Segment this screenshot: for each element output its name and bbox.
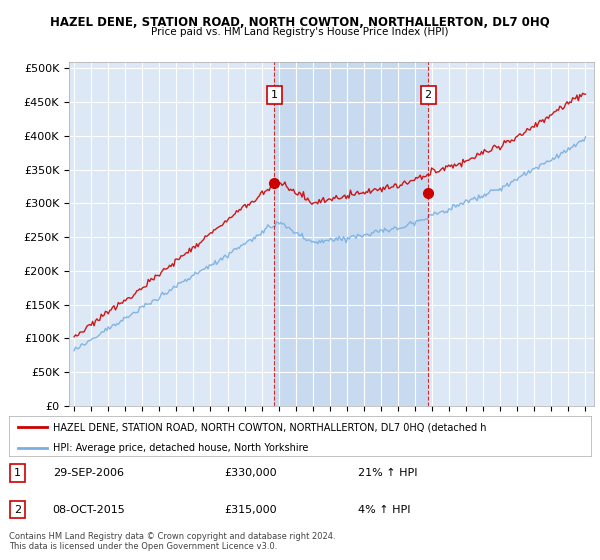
Text: HAZEL DENE, STATION ROAD, NORTH COWTON, NORTHALLERTON, DL7 0HQ (detached h: HAZEL DENE, STATION ROAD, NORTH COWTON, … [53,422,486,432]
Text: 2: 2 [425,90,432,100]
Text: 29-SEP-2006: 29-SEP-2006 [53,468,124,478]
Text: 2: 2 [14,505,21,515]
Text: £315,000: £315,000 [224,505,277,515]
Bar [274,62,428,406]
Text: 4% ↑ HPI: 4% ↑ HPI [358,505,410,515]
Text: 21% ↑ HPI: 21% ↑ HPI [358,468,418,478]
Text: Contains HM Land Registry data © Crown copyright and database right 2024.
This d: Contains HM Land Registry data © Crown c… [9,532,335,552]
Text: 1: 1 [271,90,278,100]
Text: HPI: Average price, detached house, North Yorkshire: HPI: Average price, detached house, Nort… [53,442,308,452]
Text: 08-OCT-2015: 08-OCT-2015 [53,505,125,515]
Text: 1: 1 [14,468,21,478]
Text: £330,000: £330,000 [224,468,277,478]
Text: HAZEL DENE, STATION ROAD, NORTH COWTON, NORTHALLERTON, DL7 0HQ: HAZEL DENE, STATION ROAD, NORTH COWTON, … [50,16,550,29]
Text: Price paid vs. HM Land Registry's House Price Index (HPI): Price paid vs. HM Land Registry's House … [151,27,449,37]
